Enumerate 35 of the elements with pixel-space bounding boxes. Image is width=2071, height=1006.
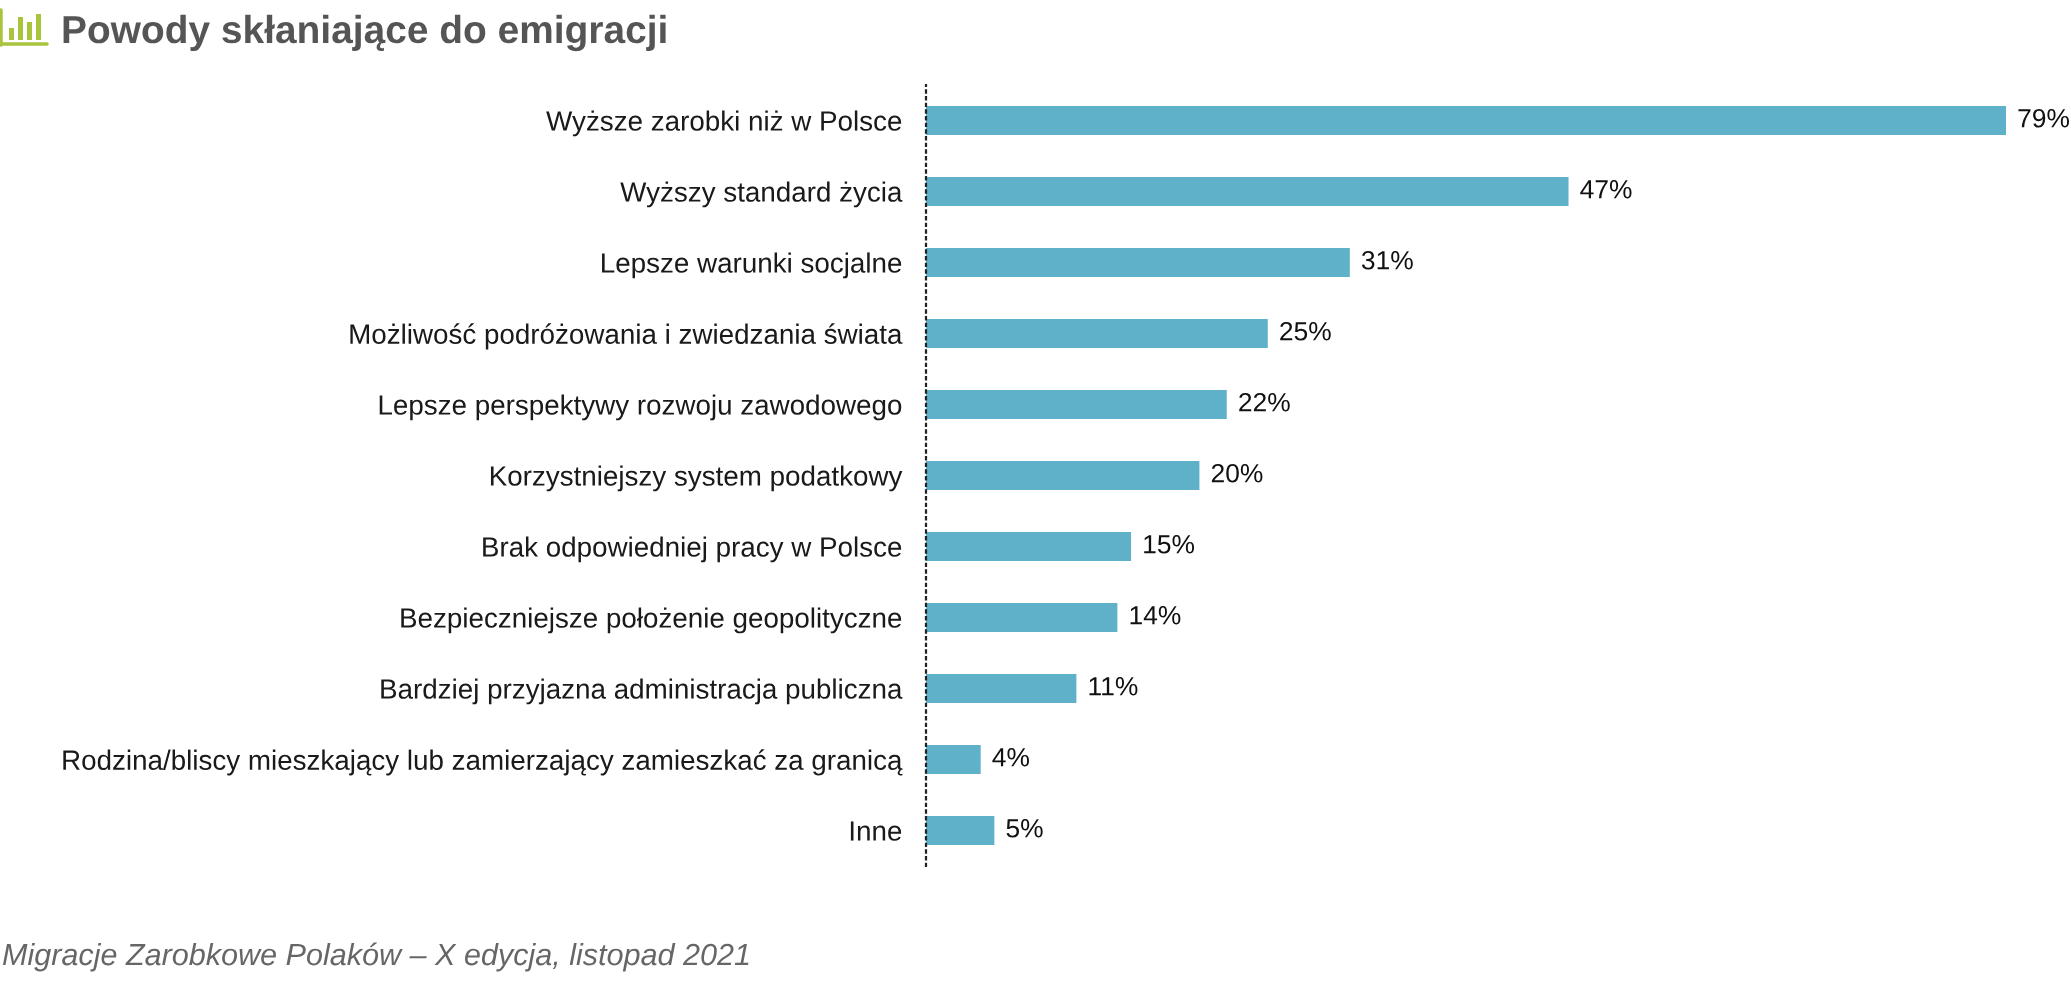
bar — [926, 389, 1227, 420]
y-tick-label: Inne — [850, 821, 902, 841]
data-label: 11% — [1089, 677, 1138, 696]
data-label: 25% — [1280, 321, 1331, 341]
y-tick-label: Bezpieczniejsze położenie geopolityczne — [401, 607, 902, 634]
data-label: 31% — [1361, 250, 1413, 270]
y-tick-label: Brak odpowiedniej pracy w Polsce — [483, 536, 902, 563]
bar — [926, 744, 981, 775]
bar — [926, 602, 1118, 633]
y-tick-label: Wyższy standard życia — [620, 181, 903, 208]
bar — [926, 460, 1200, 491]
bar — [926, 815, 995, 846]
data-label: 4% — [992, 748, 1029, 767]
data-label: 47% — [1580, 180, 1632, 199]
bar — [926, 318, 1268, 349]
text: Powody skłaniające do emigracji — [63, 14, 666, 52]
bar — [926, 176, 1569, 207]
bar — [926, 673, 1077, 704]
y-tick-label: Możliwość podróżowania i zwiedzania świata — [350, 323, 903, 350]
y-tick-label: Wyższe zarobki niż w Polsce — [546, 110, 902, 137]
bar — [926, 105, 2006, 136]
data-label: 79% — [2018, 108, 2069, 128]
data-label: 5% — [1006, 819, 1043, 838]
bar — [926, 531, 1132, 562]
bar — [926, 247, 1350, 278]
data-label: 22% — [1239, 392, 1290, 412]
data-label: 15% — [1144, 535, 1195, 554]
y-tick-label: Rodzina/bliscy mieszkający lub zamierzający zamieszkać za granicą — [63, 749, 903, 776]
data-label: 20% — [1211, 463, 1263, 483]
data-label: 14% — [1130, 606, 1181, 625]
text: Migracje Zarobkowe Polaków – X edycja, listopad 2021 — [2, 942, 749, 972]
y-tick-label: Korzystniejszy system podatkowy — [490, 465, 903, 492]
y-tick-label: Lepsze warunki socjalne — [602, 252, 902, 279]
y-tick-label: Lepsze perspektywy rozwoju zawodowego — [379, 394, 902, 421]
y-tick-label: Bardziej przyjazna administracja publiczna — [381, 678, 903, 705]
